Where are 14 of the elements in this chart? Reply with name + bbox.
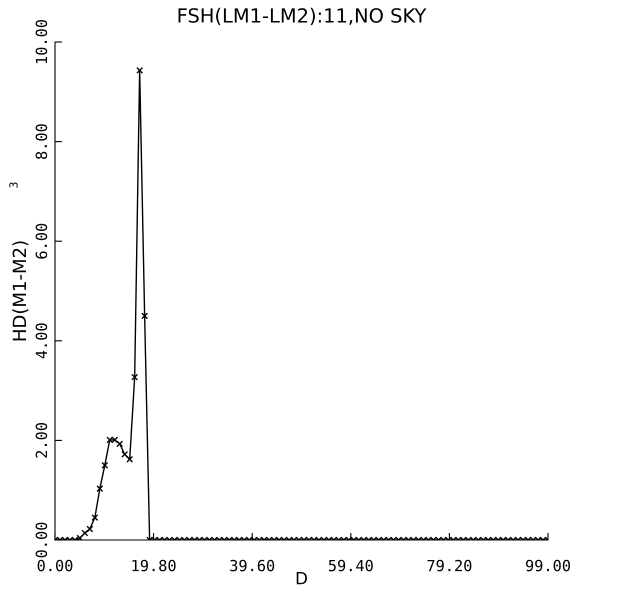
x-axis-title: D — [296, 572, 307, 584]
y-tick-label: 6.00 — [36, 224, 48, 259]
y-tick-label: 10.00 — [36, 20, 48, 64]
x-tick-label: 39.60 — [230, 560, 274, 572]
y-axis-title: HD(M1-M2) — [12, 241, 28, 340]
x-tick-label: 79.20 — [427, 560, 472, 572]
y-tick-label: 2.00 — [36, 422, 48, 458]
x-tick-label: 99.00 — [526, 560, 570, 572]
x-tick-label: 59.40 — [328, 560, 373, 572]
chart-title: FSH(LM1-LM2):11,NO SKY — [178, 8, 426, 26]
y-tick-label: 4.00 — [36, 323, 48, 358]
y-tick-label: 8.00 — [36, 124, 48, 160]
x-tick-label: 19.80 — [132, 560, 176, 572]
text: 3 — [9, 182, 18, 188]
